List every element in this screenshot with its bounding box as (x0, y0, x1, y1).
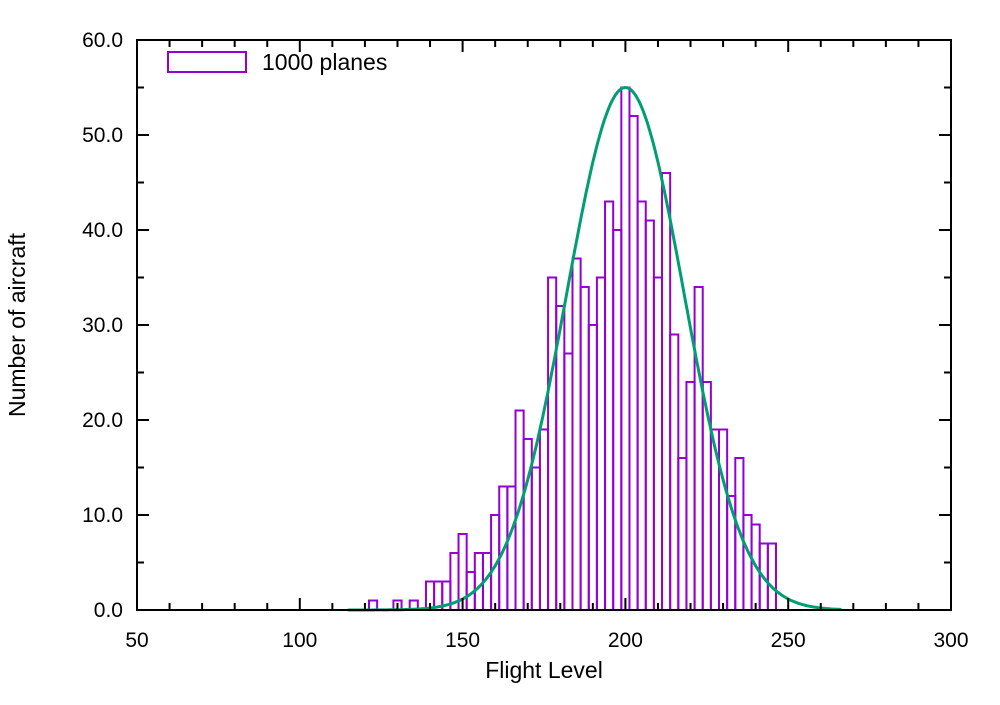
y-tick-label: 0.0 (94, 599, 123, 622)
x-tick-label: 150 (445, 629, 480, 652)
y-tick-label: 10.0 (82, 504, 123, 527)
x-tick-label: 250 (771, 629, 806, 652)
y-tick-label: 60.0 (82, 29, 123, 52)
legend-sample-box (167, 51, 247, 73)
legend-label: 1000 planes (262, 49, 387, 75)
y-tick-label: 50.0 (82, 124, 123, 147)
x-axis-label: Flight Level (485, 657, 603, 683)
y-axis-label: Number of aircraft (4, 232, 30, 417)
x-tick-label: 300 (933, 629, 968, 652)
y-tick-label: 40.0 (82, 219, 123, 242)
x-tick-label: 100 (282, 629, 317, 652)
y-tick-label: 30.0 (82, 314, 123, 337)
x-tick-label: 200 (608, 629, 643, 652)
y-tick-label: 20.0 (82, 409, 123, 432)
x-tick-label: 50 (125, 629, 148, 652)
